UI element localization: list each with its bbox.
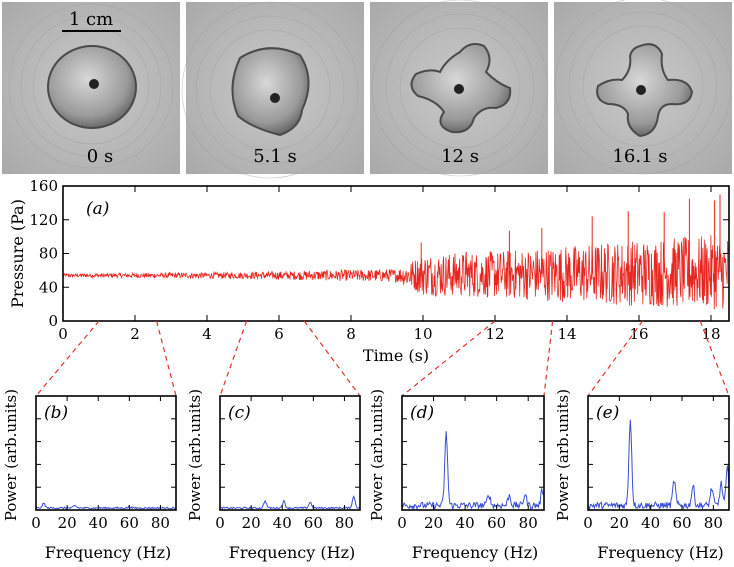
spectrum-panels: (b) Frequency (Hz) Power (arb.units) 0 20… (2, 389, 730, 562)
photo-strip: 1 cm 0 s 5.1 s 12 s (2, 0, 732, 179)
panel-label-e: (e) (596, 403, 619, 423)
y-tick-label: 160 (29, 177, 58, 195)
y-tick-label: 120 (29, 211, 58, 229)
zoom-guide-right (156, 320, 177, 397)
x-tick-label: 20 (58, 514, 77, 532)
x-tick-label: 80 (519, 514, 538, 532)
x-tick-label: 80 (335, 514, 354, 532)
pressure-chart: 0 2 4 6 8 10 12 14 16 18 0 40 80 120 160 (a) Time (s)… (8, 177, 730, 365)
y-tick-label: 40 (39, 278, 58, 296)
spectrum-chart-b: (b) Frequency (Hz) Power (arb.units) 0 20… (2, 389, 177, 562)
photo-frame-3: 12 s (370, 0, 549, 177)
photo-frame-1: 1 cm 0 s (2, 2, 180, 174)
x-tick-label: 0 (58, 325, 68, 343)
panel-label-d: (d) (410, 403, 434, 423)
x-tick-label: 40 (456, 514, 475, 532)
x-tick-label: 80 (151, 514, 170, 532)
needle-hole (270, 93, 280, 103)
photo-frame-4: 16.1 s (554, 0, 732, 175)
spectrum-series-line (587, 419, 730, 511)
spectrum-c-x-axis-title: Frequency (Hz) (229, 543, 356, 562)
zoom-guide-right (543, 320, 554, 397)
zoom-guide-left (219, 320, 248, 397)
panel-label-b: (b) (44, 403, 68, 423)
x-tick-label: 0 (31, 514, 41, 532)
x-tick-label: 12 (485, 325, 504, 343)
pressure-x-ticks: 0 2 4 6 8 10 12 14 16 18 (58, 186, 721, 343)
needle-hole (454, 84, 464, 94)
x-tick-label: 18 (701, 325, 720, 343)
spectrum-e-y-axis-title: Power (arb.units) (554, 389, 572, 521)
zoom-guide-right (699, 320, 730, 397)
x-tick-label: 0 (215, 514, 225, 532)
x-tick-label: 40 (641, 514, 660, 532)
photo-texture (181, 1, 359, 179)
x-tick-label: 16 (629, 325, 648, 343)
spectrum-plot-frame (219, 395, 361, 511)
photo-caption-1: 0 s (87, 146, 113, 167)
zoom-guide-lines (35, 320, 730, 397)
x-tick-label: 4 (202, 325, 212, 343)
spectrum-c-y-axis-title: Power (arb.units) (186, 389, 204, 521)
panel-label-c: (c) (228, 403, 251, 423)
droplet-pentagon (231, 47, 310, 137)
x-tick-label: 40 (89, 514, 108, 532)
y-tick-label: 80 (39, 245, 58, 263)
spectrum-chart-e: (e) Frequency (Hz) Power (arb.units) 0 20… (554, 389, 730, 562)
x-tick-label: 8 (346, 325, 356, 343)
zoom-guide-left (35, 320, 100, 397)
zoom-guide-left (587, 320, 644, 397)
needle-hole (89, 79, 99, 89)
spectrum-chart-d: (d) Frequency (Hz) Power (arb.units) 0 20… (368, 389, 545, 562)
pressure-y-axis-title: Pressure (Pa) (8, 199, 27, 308)
needle-hole (636, 85, 646, 95)
photo-caption-3: 12 s (441, 146, 479, 167)
x-tick-label: 6 (274, 325, 284, 343)
photo-texture (371, 0, 549, 177)
pressure-trace-group (62, 194, 730, 310)
x-tick-label: 2 (130, 325, 140, 343)
spectrum-series-line (35, 502, 177, 510)
x-tick-label: 0 (397, 514, 407, 532)
spectrum-d-x-axis-title: Frequency (Hz) (412, 543, 539, 562)
x-tick-label: 20 (610, 514, 629, 532)
x-tick-label: 10 (413, 325, 432, 343)
x-tick-label: 0 (583, 514, 593, 532)
pressure-y-ticks: 0 40 80 120 160 (29, 177, 729, 330)
x-tick-label: 60 (672, 514, 691, 532)
spectrum-d-y-axis-title: Power (arb.units) (368, 389, 386, 521)
spectrum-b-x-axis-title: Frequency (Hz) (45, 543, 172, 562)
x-tick-label: 20 (424, 514, 443, 532)
x-tick-label: 14 (557, 325, 576, 343)
spectrum-chart-c: (c) Frequency (Hz) Power (arb.units) 0 20… (186, 389, 361, 562)
pressure-series-line (62, 235, 730, 310)
photo-texture (554, 0, 732, 175)
spectrum-e-x-axis-title: Frequency (Hz) (597, 543, 724, 562)
x-tick-label: 40 (273, 514, 292, 532)
spectrum-plot-frame (35, 395, 177, 511)
x-tick-label: 60 (120, 514, 139, 532)
zoom-guide-left (401, 320, 496, 397)
spectrum-series-line (219, 495, 361, 510)
photo-caption-2: 5.1 s (253, 146, 297, 167)
photo-frame-2: 5.1 s (181, 1, 364, 179)
x-tick-label: 60 (487, 514, 506, 532)
x-tick-label: 20 (242, 514, 261, 532)
zoom-guide-right (303, 320, 361, 397)
photo-texture (8, 3, 174, 169)
photo-caption-4: 16.1 s (612, 146, 667, 167)
spectrum-plot-frame (401, 395, 545, 511)
spectrum-series-line (401, 431, 545, 511)
pressure-x-axis-title: Time (s) (363, 346, 429, 365)
x-tick-label: 80 (704, 514, 723, 532)
x-tick-label: 60 (304, 514, 323, 532)
spectrum-plot-frame (587, 395, 730, 511)
panel-label-a: (a) (86, 199, 109, 219)
scale-bar-label: 1 cm (69, 9, 113, 30)
y-tick-label: 0 (48, 312, 58, 330)
spectrum-b-y-axis-title: Power (arb.units) (2, 389, 20, 521)
pressure-plot-frame (62, 185, 730, 322)
